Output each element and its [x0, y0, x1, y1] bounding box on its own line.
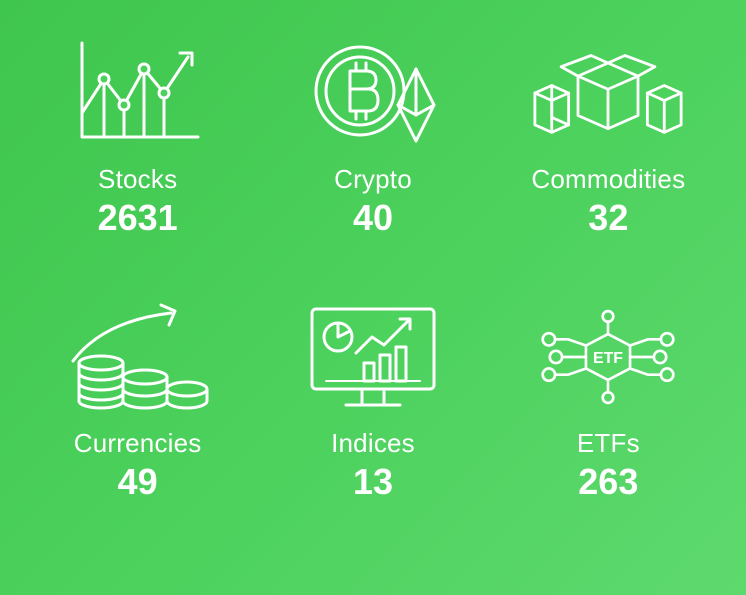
- category-label: Stocks: [98, 164, 177, 195]
- category-label: Currencies: [74, 428, 202, 459]
- category-value: 49: [118, 461, 158, 503]
- category-etfs: ETF ETFs: [491, 292, 726, 556]
- etf-network-icon: ETF: [533, 292, 683, 422]
- currencies-coins-icon: [63, 292, 213, 422]
- category-commodities: Commodities 32: [491, 28, 726, 292]
- crypto-icon: [298, 28, 448, 158]
- stocks-chart-icon: [63, 28, 213, 158]
- category-label: Crypto: [334, 164, 412, 195]
- category-currencies: Currencies 49: [20, 292, 255, 556]
- commodities-boxes-icon: [533, 28, 683, 158]
- category-indices: Indices 13: [255, 292, 490, 556]
- category-value: 2631: [98, 197, 178, 239]
- asset-categories-grid: Stocks 2631 Crypto 40: [0, 0, 746, 595]
- category-value: 263: [578, 461, 638, 503]
- category-crypto: Crypto 40: [255, 28, 490, 292]
- category-value: 32: [588, 197, 628, 239]
- category-label: Indices: [331, 428, 415, 459]
- indices-monitor-icon: [298, 292, 448, 422]
- category-value: 13: [353, 461, 393, 503]
- svg-text:ETF: ETF: [593, 350, 623, 367]
- category-label: ETFs: [577, 428, 640, 459]
- category-value: 40: [353, 197, 393, 239]
- category-stocks: Stocks 2631: [20, 28, 255, 292]
- category-label: Commodities: [531, 164, 685, 195]
